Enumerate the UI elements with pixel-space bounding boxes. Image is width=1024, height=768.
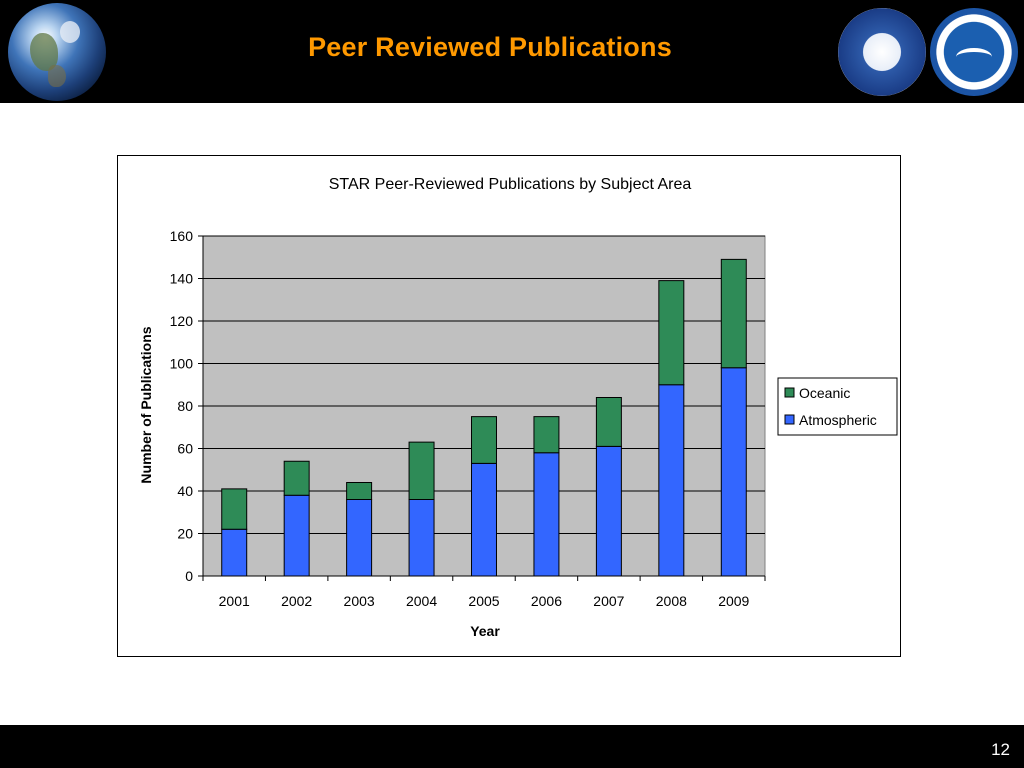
x-tick-label: 2009 bbox=[718, 593, 749, 609]
bar-oceanic-2002 bbox=[283, 460, 310, 496]
bar-atmospheric-2006 bbox=[533, 452, 560, 577]
x-tick-label: 2004 bbox=[406, 593, 437, 609]
y-tick-label: 100 bbox=[170, 356, 194, 372]
bar-atmospheric-2004 bbox=[408, 499, 435, 577]
bar-atmospheric-2009 bbox=[720, 367, 747, 577]
earth-globe-logo bbox=[8, 3, 106, 101]
y-axis-label: Number of Publications bbox=[138, 326, 154, 483]
y-tick-label: 80 bbox=[177, 398, 193, 414]
x-tick-label: 2005 bbox=[468, 593, 499, 609]
x-tick-label: 2007 bbox=[593, 593, 624, 609]
x-axis-label: Year bbox=[470, 623, 500, 639]
legend-label-oceanic: Oceanic bbox=[799, 385, 850, 401]
y-tick-label: 0 bbox=[185, 568, 193, 584]
x-tick-label: 2006 bbox=[531, 593, 562, 609]
bar-atmospheric-2005 bbox=[471, 462, 497, 577]
bar-oceanic-2007 bbox=[595, 397, 622, 447]
y-tick-label: 60 bbox=[177, 441, 193, 457]
bar-oceanic-2008 bbox=[658, 280, 685, 386]
bar-atmospheric-2003 bbox=[346, 499, 373, 577]
y-tick-label: 140 bbox=[170, 271, 194, 287]
bar-atmospheric-2002 bbox=[283, 494, 310, 577]
footer-bar bbox=[0, 725, 1024, 768]
slide-title: Peer Reviewed Publications bbox=[308, 32, 672, 62]
bar-oceanic-2001 bbox=[221, 488, 248, 530]
y-tick-label: 120 bbox=[170, 313, 194, 329]
x-tick-label: 2008 bbox=[656, 593, 687, 609]
y-tick-label: 20 bbox=[177, 526, 193, 542]
y-tick-label: 160 bbox=[170, 228, 194, 244]
bar-oceanic-2006 bbox=[533, 416, 560, 454]
bar-oceanic-2003 bbox=[346, 482, 373, 500]
bar-oceanic-2004 bbox=[408, 441, 435, 500]
x-tick-label: 2001 bbox=[219, 593, 250, 609]
bar-atmospheric-2007 bbox=[595, 445, 622, 577]
bar-oceanic-2005 bbox=[471, 416, 497, 464]
chart-title: STAR Peer-Reviewed Publications by Subje… bbox=[329, 176, 692, 193]
bar-oceanic-2009 bbox=[720, 258, 747, 369]
x-tick-label: 2002 bbox=[281, 593, 312, 609]
x-tick-label: 2003 bbox=[344, 593, 375, 609]
legend-swatch-atmospheric bbox=[784, 414, 795, 425]
noaa-nesdis-star-logo bbox=[838, 8, 926, 96]
noaa-logo bbox=[930, 8, 1018, 96]
bar-atmospheric-2001 bbox=[221, 528, 248, 577]
legend-label-atmospheric: Atmospheric bbox=[799, 412, 877, 428]
page-number: 12 bbox=[991, 740, 1010, 759]
bar-atmospheric-2008 bbox=[658, 384, 685, 577]
legend-swatch-oceanic bbox=[784, 387, 795, 398]
y-tick-label: 40 bbox=[177, 483, 193, 499]
legend bbox=[777, 377, 898, 436]
